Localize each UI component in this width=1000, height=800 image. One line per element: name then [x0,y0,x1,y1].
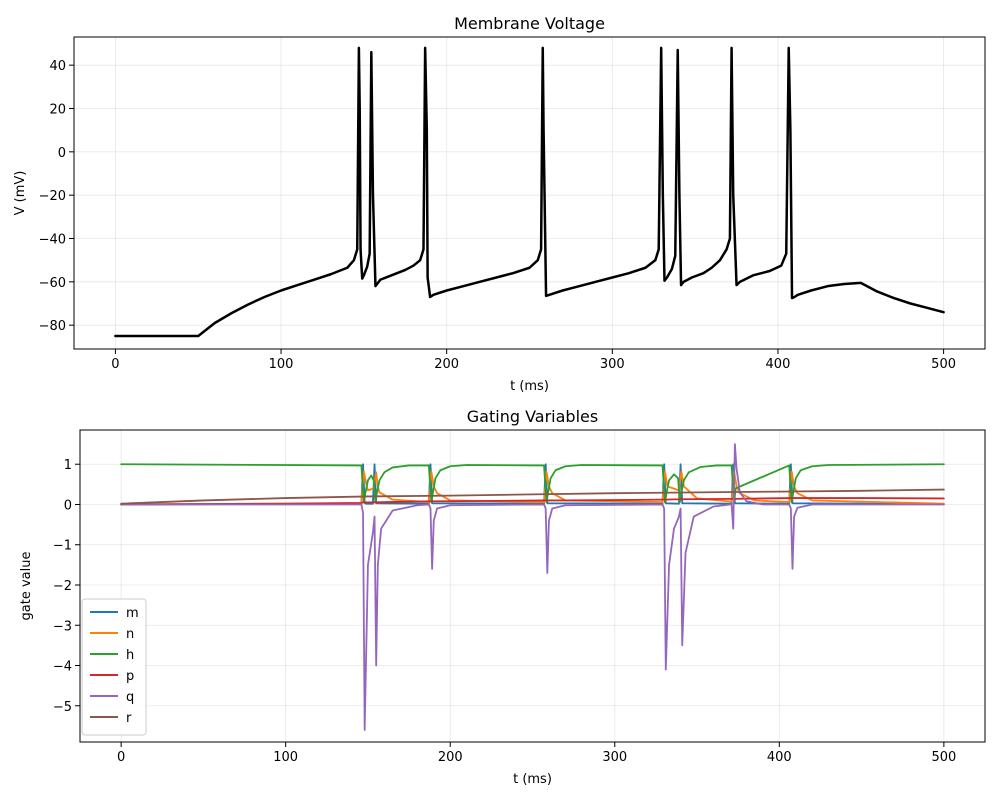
y-tick-label: −1 [53,539,72,554]
y-tick-label: −2 [53,579,72,594]
series-line-q [120,443,945,731]
x-tick-label: 0 [111,357,119,372]
series-line-r [120,488,945,505]
y-tick-label: −20 [39,189,66,204]
y-tick-label: −3 [53,619,72,634]
legend-label-p: p [126,669,134,684]
x-tick-label: 300 [602,750,627,765]
legend-label-n: n [126,627,134,642]
y-tick-label: −80 [39,319,66,334]
legend-label-r: r [126,711,132,726]
y-tick-label: 20 [49,103,66,118]
y-tick-label: 1 [64,458,72,473]
y-tick-label: −5 [53,700,72,715]
y-tick-label: −60 [39,276,66,291]
membrane-voltage-chart: 0 100 200 300 400 500 −80 −60 −40 −20 0 20 40 Membr… [13,14,986,394]
x-tick-label: 400 [767,750,792,765]
x-tick-label: 500 [931,357,956,372]
legend-label-m: m [126,606,139,621]
chart-title: Gating Variables [467,407,598,426]
x-tick-label: 400 [766,357,791,372]
x-axis-label: t (ms) [510,379,549,394]
gating-variables-chart: 0 100 200 300 400 500 −5 −4 −3 −2 −1 0 1 Gating Var… [19,407,986,787]
x-axis-label: t (ms) [513,772,552,787]
plot-frame [79,429,986,743]
y-tick-label: −4 [53,660,72,675]
y-tick-label: 0 [58,146,66,161]
y-axis-label: V (mV) [13,171,28,216]
series-line-p [120,497,945,506]
x-tick-label: 200 [434,357,459,372]
x-tick-label: 500 [931,750,956,765]
chart-title: Membrane Voltage [454,14,605,33]
legend-label-q: q [126,690,134,705]
x-tick-label: 300 [600,357,625,372]
y-tick-label: −40 [39,233,66,248]
plot-frame [73,36,986,350]
y-tick-label: 0 [64,498,72,513]
x-tick-label: 200 [438,750,463,765]
series-line-series-0 [114,46,945,338]
series-line-h [120,463,945,504]
legend-label-h: h [126,648,134,663]
y-axis-label: gate value [19,552,34,621]
x-tick-label: 100 [273,750,298,765]
x-tick-label: 0 [117,750,125,765]
y-tick-label: 40 [49,59,66,74]
x-tick-label: 100 [269,357,294,372]
